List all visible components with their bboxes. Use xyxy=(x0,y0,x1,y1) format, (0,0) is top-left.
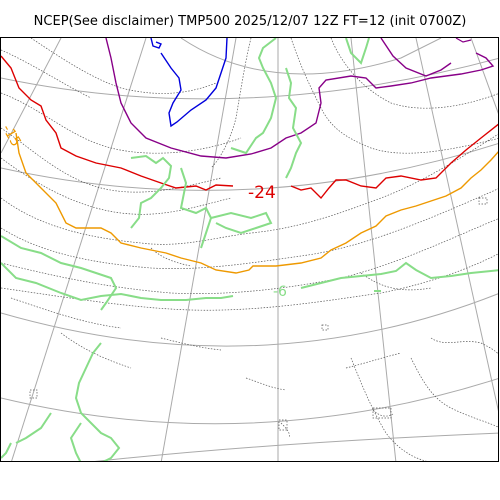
island xyxy=(278,419,288,431)
purple-contour xyxy=(380,38,452,77)
green-contour xyxy=(179,167,213,249)
map-svg: -24 -15 -6 xyxy=(1,38,498,461)
coastline xyxy=(1,49,92,99)
green-contour xyxy=(300,261,498,289)
coastline xyxy=(30,38,217,94)
coastline xyxy=(330,38,498,109)
longitude-line xyxy=(415,38,498,412)
small-islands xyxy=(29,197,488,431)
coastline xyxy=(1,157,232,215)
coastline xyxy=(160,337,222,351)
purple-contour xyxy=(455,38,472,43)
contour-label-red: -24 xyxy=(248,183,276,203)
coastline xyxy=(1,92,242,154)
contour-label-green: -6 xyxy=(273,284,287,300)
island xyxy=(372,407,392,419)
latitude-line xyxy=(180,38,442,75)
coastline xyxy=(350,357,428,461)
coastline xyxy=(210,38,252,169)
coastline xyxy=(10,297,122,329)
island xyxy=(478,197,488,205)
island xyxy=(321,324,329,331)
orange-contour xyxy=(15,132,498,274)
red-contour xyxy=(1,55,498,200)
latitude-line xyxy=(1,378,498,425)
coastline xyxy=(245,377,287,391)
longitude-line xyxy=(350,38,397,461)
latitude-line xyxy=(1,143,498,191)
map-frame: -24 -15 -6 xyxy=(0,37,499,462)
green-contour xyxy=(74,342,121,461)
coastline xyxy=(1,253,498,311)
green-contour xyxy=(15,412,52,444)
coastline xyxy=(1,127,222,193)
coastline xyxy=(360,272,432,291)
longitude-line xyxy=(1,38,62,154)
green-contour xyxy=(230,38,278,155)
coastline xyxy=(410,357,498,428)
coastline xyxy=(1,188,498,269)
coastline xyxy=(280,422,290,439)
green-contours xyxy=(1,38,498,461)
blue-contour xyxy=(150,38,228,128)
coastline xyxy=(1,133,498,245)
latitude-line xyxy=(1,58,498,100)
map-title: NCEP(See disclaimer) TMP500 2025/12/07 1… xyxy=(33,14,467,29)
green-contour xyxy=(1,442,12,459)
latitude-line xyxy=(94,432,498,461)
green-contour xyxy=(1,262,234,302)
island xyxy=(29,389,38,399)
green-contour xyxy=(1,235,118,311)
coastline xyxy=(345,352,402,369)
coastline xyxy=(430,337,498,355)
graticule-latitude-lines xyxy=(1,38,498,461)
green-contour xyxy=(285,67,303,179)
green-contour xyxy=(130,154,173,229)
coastline xyxy=(1,218,498,294)
purple-contour xyxy=(105,38,495,159)
coastline xyxy=(290,38,498,154)
latitude-line xyxy=(1,293,498,347)
longitude-line xyxy=(160,38,237,461)
green-contour xyxy=(345,38,370,65)
longitude-line xyxy=(470,38,498,114)
green-contour xyxy=(69,422,82,461)
graticule-longitude-lines xyxy=(1,38,498,461)
coastlines xyxy=(1,38,498,461)
green-contour xyxy=(210,211,273,235)
